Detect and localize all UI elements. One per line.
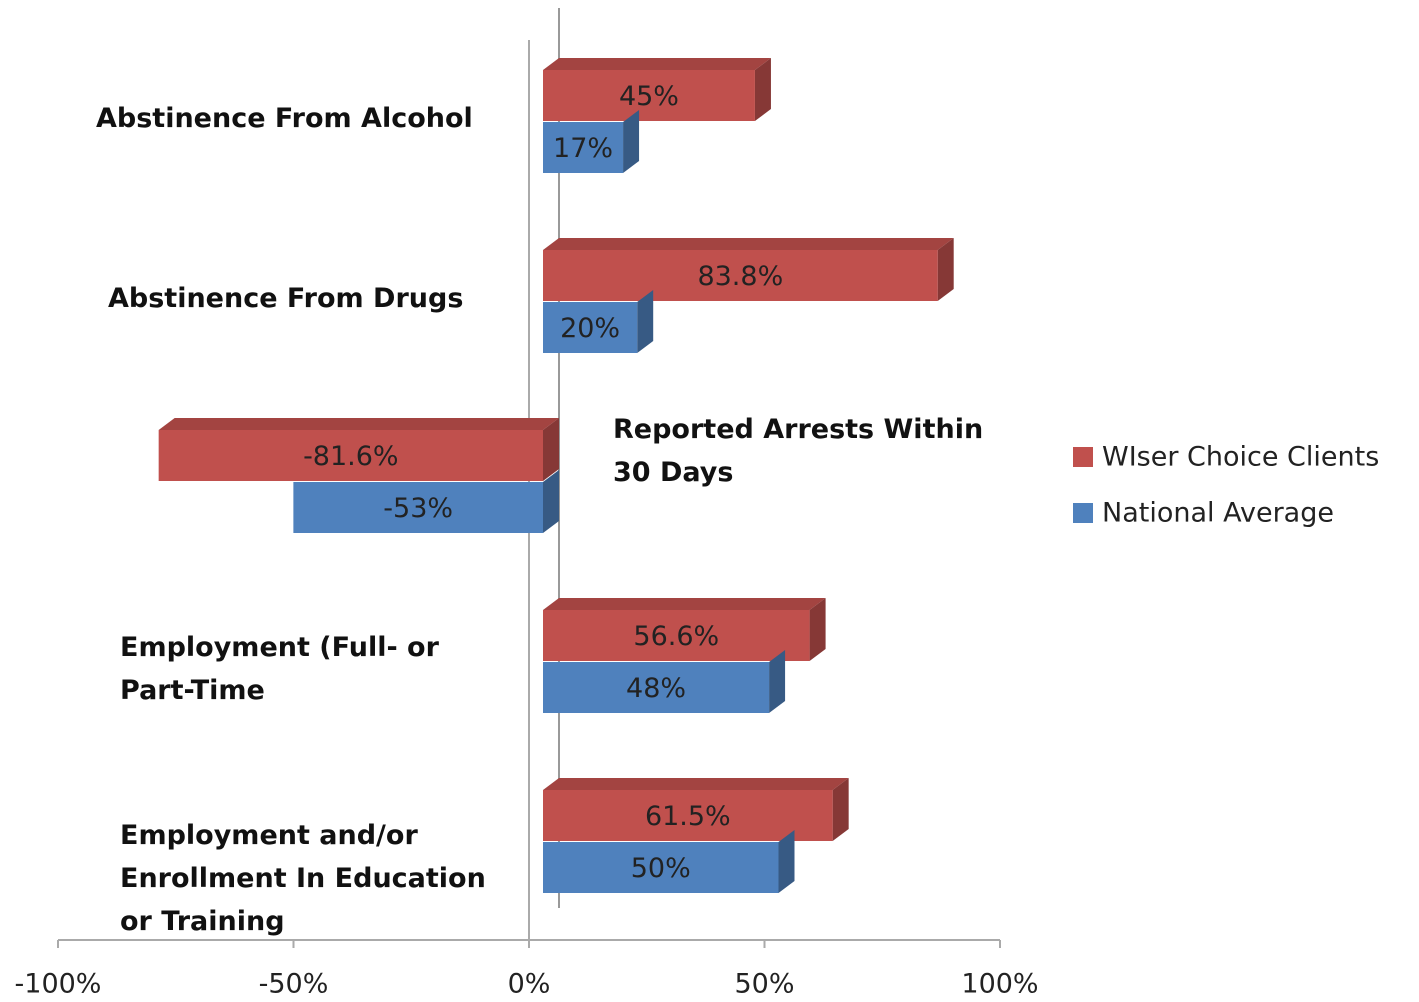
bar-side (769, 650, 786, 713)
bar-front (543, 790, 833, 841)
bar-front (293, 482, 543, 533)
x-tick-label: -100% (15, 969, 102, 1000)
value-label: 20% (560, 313, 620, 344)
value-label: -81.6% (303, 441, 399, 472)
legend-label: WIser Choice Clients (1102, 442, 1379, 473)
category-label: Employment (Full- or Part-Time (120, 632, 439, 706)
bar-top (158, 418, 559, 430)
category-label: Employment and/or Enrollment In Educatio… (120, 820, 486, 937)
bar (543, 58, 771, 121)
value-label: 45% (619, 81, 679, 112)
bar-front (543, 302, 638, 353)
bar-side (543, 470, 559, 533)
bar-front (543, 70, 755, 121)
bar-front (543, 250, 938, 301)
legend-swatch (1073, 447, 1093, 467)
bar-front (158, 430, 543, 481)
legend-label: National Average (1102, 498, 1334, 529)
value-label: 17% (553, 133, 613, 164)
value-label: 50% (631, 853, 691, 884)
bar-top (543, 238, 954, 250)
bar-front (543, 610, 810, 661)
bar (543, 830, 795, 893)
category-label: Abstinence From Alcohol (96, 103, 473, 134)
bar-side (778, 830, 795, 893)
x-tick-label: 100% (961, 969, 1038, 1000)
bar-top (543, 778, 849, 790)
bar (543, 598, 826, 661)
category-label: Abstinence From Drugs (108, 283, 464, 314)
bar-side (937, 238, 954, 301)
bar-side (623, 110, 640, 173)
x-tick-label: 0% (508, 969, 551, 1000)
value-label: 48% (626, 673, 686, 704)
bar (543, 110, 640, 173)
bar (543, 290, 654, 353)
bar-side (637, 290, 654, 353)
category-label: Reported Arrests Within 30 Days (613, 414, 984, 488)
bar (158, 418, 559, 481)
bar-top (543, 598, 826, 610)
x-tick-label: -50% (259, 969, 329, 1000)
bar-top (543, 58, 771, 70)
bar (543, 778, 849, 841)
legend-swatch (1073, 503, 1093, 523)
bar-side (754, 58, 771, 121)
bar-front (543, 842, 779, 893)
value-label: 61.5% (645, 801, 731, 832)
bar-front (543, 662, 770, 713)
value-label: -53% (383, 493, 453, 524)
bar (543, 650, 786, 713)
x-tick-label: 50% (734, 969, 794, 1000)
value-label: 56.6% (633, 621, 719, 652)
bar-side (832, 778, 849, 841)
bar-front (543, 122, 624, 173)
bar (543, 238, 954, 301)
bar (293, 470, 559, 533)
value-label: 83.8% (697, 261, 783, 292)
bar-side (543, 418, 559, 481)
bar-side (809, 598, 826, 661)
